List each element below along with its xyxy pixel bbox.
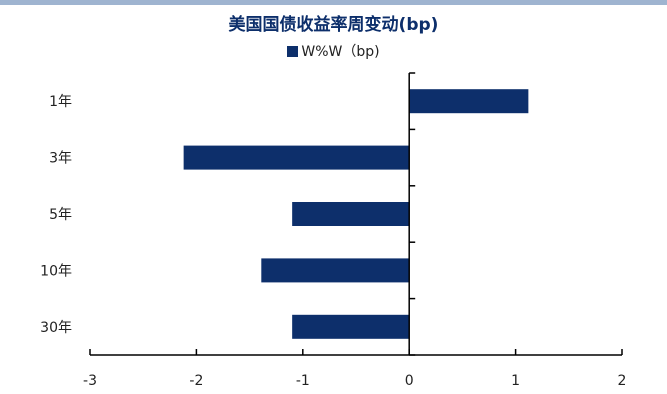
x-tick-label: 0 — [405, 373, 414, 389]
bar-2 — [183, 145, 410, 170]
legend-swatch — [287, 46, 299, 57]
category-label: 30年 — [40, 320, 72, 336]
bar-3 — [292, 202, 410, 226]
chart-title: 美国国债收益率周变动(bp) — [228, 15, 439, 35]
category-label: 5年 — [49, 207, 72, 223]
x-tick-label: 1 — [511, 373, 520, 389]
bar-1 — [409, 89, 529, 114]
legend-label: W%W（bp) — [301, 44, 380, 60]
x-tick-label: -2 — [189, 373, 203, 389]
x-tick-label: -1 — [296, 373, 310, 389]
legend: W%W（bp) — [0, 41, 667, 61]
bar-5 — [292, 314, 410, 339]
x-tick-label: 2 — [618, 373, 627, 389]
top-border — [0, 0, 667, 5]
category-label: 3年 — [49, 151, 72, 167]
category-label: 1年 — [49, 94, 72, 110]
x-tick-label: -3 — [83, 373, 97, 389]
bar-4 — [261, 258, 410, 283]
category-label: 10年 — [40, 263, 72, 279]
